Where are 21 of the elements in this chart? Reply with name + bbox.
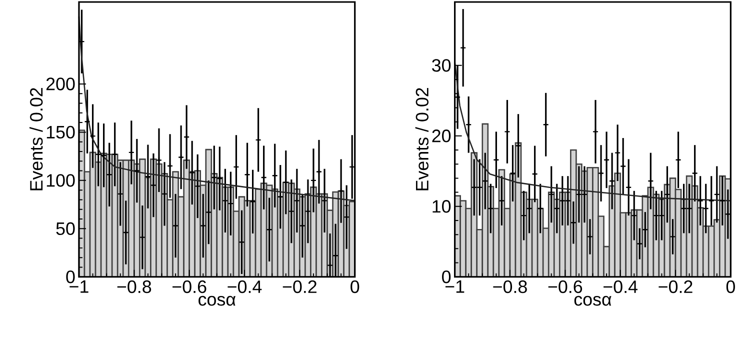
x-tick-label: −0.2 <box>658 280 692 294</box>
x-tick-label: 0 <box>726 280 735 294</box>
x-axis-title: cosα <box>198 296 236 306</box>
x-tick-label: −0.6 <box>172 280 206 294</box>
x-tick-label: −0.6 <box>548 280 582 294</box>
y-axis-title: Events / 0.02 <box>30 88 43 190</box>
x-tick-label: −0.8 <box>493 280 527 294</box>
x-tick-label: −0.4 <box>228 280 262 294</box>
x-tick-label: −0.4 <box>604 280 638 294</box>
y-tick-label: 20 <box>432 130 451 142</box>
x-tick-label: −0.2 <box>282 280 316 294</box>
y-tick-label: 10 <box>432 200 451 213</box>
y-tick-label: 150 <box>46 126 75 139</box>
x-axis-title: cosα <box>574 296 612 306</box>
y-tick-label: 100 <box>46 174 75 187</box>
y-tick-label: 30 <box>432 59 451 72</box>
y-tick-label: 50 <box>56 222 75 236</box>
x-tick-label: 0 <box>350 280 360 294</box>
y-axis-title: Events / 0.02 <box>415 88 429 190</box>
x-tick-label: −0.8 <box>117 280 152 294</box>
y-tick-label: 200 <box>46 78 75 90</box>
